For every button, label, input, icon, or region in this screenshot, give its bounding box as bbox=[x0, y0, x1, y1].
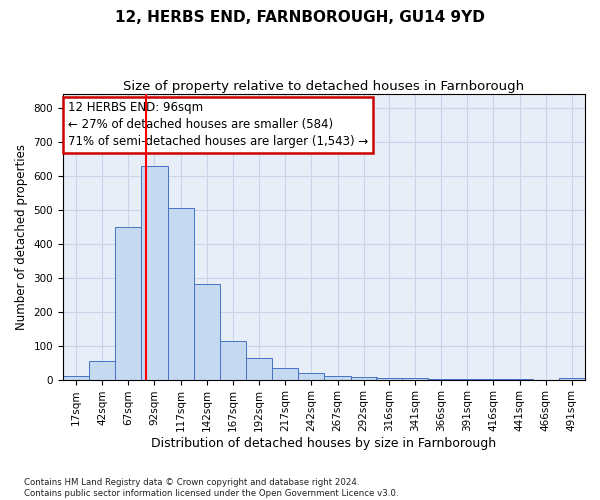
Bar bbox=[325, 376, 350, 380]
Bar bbox=[167, 208, 194, 380]
Bar bbox=[220, 340, 246, 380]
Bar bbox=[272, 368, 298, 380]
Y-axis label: Number of detached properties: Number of detached properties bbox=[15, 144, 28, 330]
Bar bbox=[115, 226, 142, 380]
Bar bbox=[350, 377, 377, 380]
Bar bbox=[194, 284, 220, 380]
Bar bbox=[402, 378, 428, 380]
Bar bbox=[246, 358, 272, 380]
Text: Contains HM Land Registry data © Crown copyright and database right 2024.
Contai: Contains HM Land Registry data © Crown c… bbox=[24, 478, 398, 498]
Text: 12 HERBS END: 96sqm
← 27% of detached houses are smaller (584)
71% of semi-detac: 12 HERBS END: 96sqm ← 27% of detached ho… bbox=[68, 102, 368, 148]
X-axis label: Distribution of detached houses by size in Farnborough: Distribution of detached houses by size … bbox=[151, 437, 497, 450]
Text: 12, HERBS END, FARNBOROUGH, GU14 9YD: 12, HERBS END, FARNBOROUGH, GU14 9YD bbox=[115, 10, 485, 25]
Bar bbox=[63, 376, 89, 380]
Bar bbox=[376, 378, 402, 380]
Bar bbox=[559, 378, 585, 380]
Bar bbox=[89, 361, 115, 380]
Bar bbox=[142, 166, 167, 380]
Bar bbox=[428, 378, 454, 380]
Bar bbox=[454, 379, 481, 380]
Title: Size of property relative to detached houses in Farnborough: Size of property relative to detached ho… bbox=[124, 80, 524, 93]
Bar bbox=[298, 373, 325, 380]
